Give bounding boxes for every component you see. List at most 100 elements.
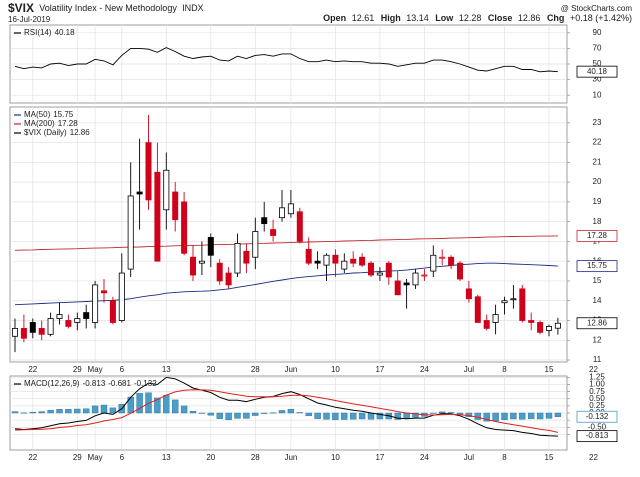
candle-body: [243, 250, 250, 264]
candle-body: [323, 254, 330, 266]
histogram-bar: [91, 405, 99, 414]
value-tag: [576, 260, 618, 273]
legend-entry: MA(200) 17.28: [24, 119, 78, 128]
candle-body: [216, 262, 223, 282]
quote-label: Close: [488, 13, 513, 23]
histogram-bar: [171, 399, 179, 414]
candle-body: [145, 142, 152, 201]
y-tick-label: 1.25: [589, 373, 605, 382]
value-tag-label: -0.813: [586, 431, 609, 440]
histogram-bar: [456, 412, 464, 415]
candle-body: [350, 258, 357, 264]
histogram-bar: [314, 412, 321, 419]
y-tick-label: 70: [593, 44, 602, 53]
candle-body: [172, 191, 179, 221]
histogram-bar: [430, 412, 437, 414]
candle-body: [376, 272, 383, 276]
y-tick-label: 19: [593, 197, 602, 206]
histogram-bar: [367, 412, 375, 420]
histogram-bar: [447, 412, 455, 414]
x-tick-label: 10: [331, 453, 340, 462]
histogram-bar: [82, 408, 90, 414]
x-tick-label: 15: [545, 365, 554, 374]
candle-body: [92, 284, 99, 323]
candle-body: [252, 231, 259, 258]
value-tag: [576, 65, 618, 78]
candle-body: [65, 320, 72, 327]
candle-body: [189, 256, 196, 276]
histogram-bar: [376, 412, 384, 420]
candle-body: [359, 256, 366, 266]
y-tick-label: 1.00: [589, 380, 605, 389]
candle-body: [483, 320, 490, 329]
candle-body: [421, 274, 428, 277]
legend-name: MA(50): [24, 110, 51, 119]
histogram-bar: [439, 411, 446, 414]
y-tick-label: 30: [593, 75, 602, 84]
x-tick-label: May: [88, 453, 103, 462]
value-tag: [576, 430, 618, 443]
y-tick-label: 20: [593, 177, 602, 186]
histogram-bar: [180, 405, 188, 414]
x-tick-label: 22: [28, 365, 37, 374]
histogram-bar: [394, 412, 401, 420]
y-tick-label: 21: [593, 157, 602, 166]
histogram-bar: [545, 412, 553, 419]
histogram-bar: [528, 412, 535, 419]
date: 16-Jul-2019: [8, 15, 51, 24]
histogram-bar: [234, 412, 241, 419]
legend-value: 40.18: [55, 28, 76, 37]
candle-body: [314, 260, 321, 264]
candle-body: [367, 262, 374, 276]
header-title: $VIX Volatility Index - New Methodology …: [8, 1, 204, 15]
candle-body: [38, 327, 45, 335]
histogram-bar: [47, 409, 54, 414]
candle-body: [492, 314, 499, 323]
x-tick-label: 8: [502, 365, 507, 374]
value-tag-label: 17.28: [587, 231, 608, 240]
x-tick-label: 22: [589, 453, 598, 462]
y-tick-label: 11: [593, 355, 602, 364]
candle-body: [403, 282, 410, 286]
quote-label: High: [381, 13, 401, 23]
candle-body: [118, 272, 125, 321]
histogram-bar: [332, 412, 339, 421]
candle-body: [83, 312, 90, 319]
value-tag-label: 15.75: [587, 261, 608, 270]
series-line: [14, 389, 559, 433]
histogram-bar: [501, 412, 508, 421]
histogram-bar: [74, 408, 81, 414]
candle-body: [181, 201, 188, 254]
series-line: [14, 376, 558, 437]
histogram-bar: [483, 412, 490, 422]
x-tick-label: May: [88, 365, 103, 374]
y-tick-label: 22: [593, 138, 602, 147]
x-tick-label: 22: [589, 365, 598, 374]
quote-change: +0.18 (+1.42%): [570, 13, 632, 23]
histogram-bar: [261, 412, 268, 414]
quote-close: 12.86: [518, 13, 541, 23]
histogram-bar: [207, 412, 215, 416]
legend-value: -0.813: [83, 379, 106, 388]
x-tick-label: 8: [502, 453, 507, 462]
x-tick-label: 29: [73, 365, 82, 374]
histogram-bar: [11, 411, 19, 414]
candle-body: [29, 322, 36, 333]
x-tick-label: 15: [545, 453, 554, 462]
x-tick-label: Jul: [464, 453, 474, 462]
candle-body: [554, 322, 561, 329]
histogram-bar: [29, 411, 36, 414]
quote: Open 12.61 High 13.14 Low 12.28 Close 12…: [323, 13, 632, 23]
candle-body: [394, 280, 401, 296]
x-tick-label: 10: [331, 365, 340, 374]
histogram-bar: [136, 393, 143, 414]
x-tick-label: 28: [251, 453, 260, 462]
candle-body: [474, 296, 481, 323]
candle-body: [332, 254, 339, 264]
x-tick-label: 6: [120, 453, 125, 462]
candle-body: [385, 262, 392, 278]
candle-body: [456, 262, 463, 280]
candle-body: [270, 229, 277, 236]
legend-value: 15.75: [53, 110, 74, 119]
quote-label: Low: [435, 13, 454, 23]
